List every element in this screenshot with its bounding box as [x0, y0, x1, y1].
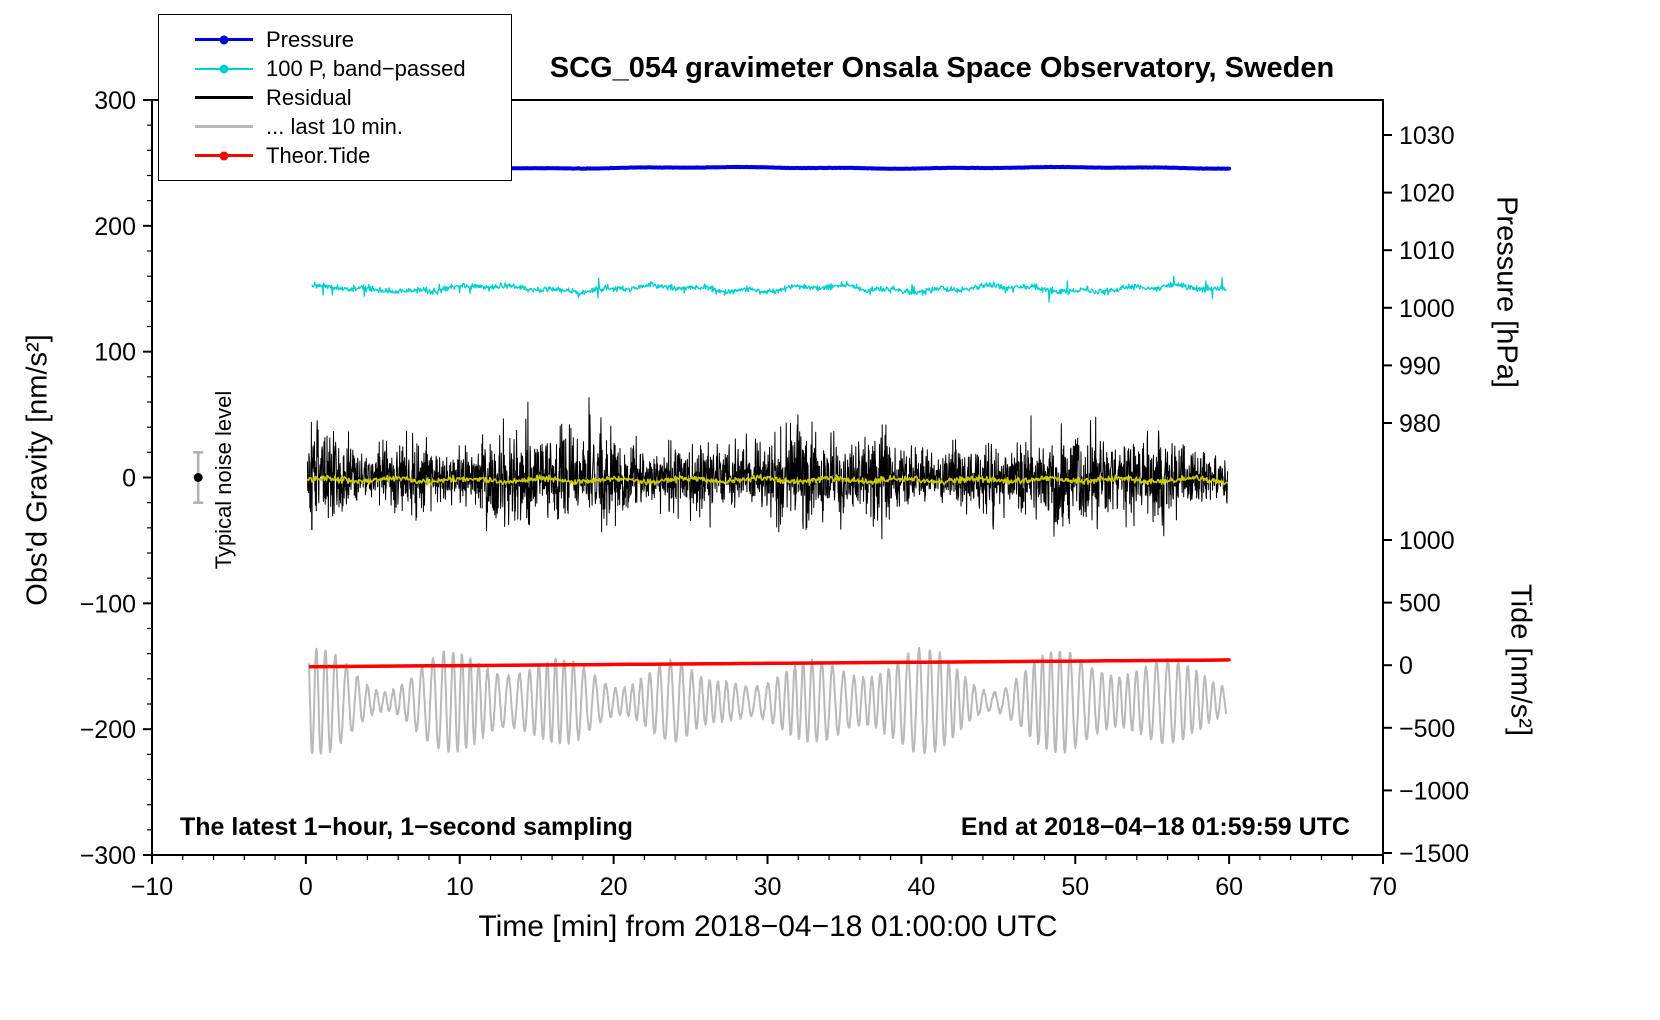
pressure-tick-label: 1030: [1399, 122, 1455, 150]
series-theor-tide: [308, 658, 1231, 669]
x-tick-label: 10: [446, 873, 474, 901]
legend-label: ... last 10 min.: [266, 113, 403, 139]
noise-level-dot: [193, 473, 203, 482]
legend-item-bandpassed-pressure: 100 P, band−passed: [159, 54, 511, 83]
x-tick-label: 40: [907, 873, 935, 901]
chart-title: SCG_054 gravimeter Onsala Space Observat…: [549, 52, 1335, 84]
tide-tick-label: −1000: [1399, 777, 1469, 805]
sampling-note: The latest 1−hour, 1−second sampling: [180, 813, 633, 841]
legend-swatch-last10: [195, 121, 253, 133]
pressure-tick-label: 1020: [1399, 180, 1455, 208]
tide-tick-label: −1500: [1399, 840, 1469, 868]
gravity-tick-label: 0: [122, 465, 136, 493]
legend-item-residual: Residual: [159, 83, 511, 112]
dot-marker-icon: [219, 64, 229, 73]
x-tick-label: 30: [754, 873, 782, 901]
x-tick-label: 0: [299, 873, 313, 901]
y-axis-label-tide: Tide [nm/s²]: [1504, 583, 1537, 737]
legend-item-theor-tide: Theor.Tide: [159, 141, 511, 170]
x-tick-label: 60: [1215, 873, 1243, 901]
tide-tick-label: 0: [1399, 652, 1413, 680]
pressure-tick-label: 990: [1399, 352, 1441, 380]
x-tick-label: 50: [1061, 873, 1089, 901]
y-axis-label-gravity: Obs'd Gravity [nm/s²]: [21, 334, 54, 606]
series-group: [303, 164, 1232, 755]
legend-item-last-10-min: ... last 10 min.: [159, 112, 511, 141]
series-pressure-bandpassed: [311, 275, 1227, 303]
series-residual-smoothed: [306, 473, 1229, 486]
gravity-tick-label: −200: [80, 716, 136, 744]
legend-item-pressure: Pressure: [159, 25, 511, 54]
legend-swatch-bandpassed: [195, 63, 253, 75]
legend-label: Pressure: [266, 26, 355, 52]
legend-label: Residual: [266, 84, 352, 110]
y-axis-label-pressure: Pressure [hPa]: [1490, 196, 1523, 388]
noise-level-label: Typical noise level: [211, 390, 236, 570]
tide-tick-label: 1000: [1399, 527, 1455, 555]
noise-level-marker: [193, 451, 204, 504]
x-tick-label: −10: [131, 873, 173, 901]
legend-swatch-tide: [195, 150, 253, 162]
line-sample-icon: [195, 125, 253, 128]
pressure-tick-label: 980: [1399, 410, 1441, 438]
dot-marker-icon: [219, 151, 229, 160]
gravity-tick-label: 200: [94, 213, 136, 241]
legend: Pressure 100 P, band−passed Residual ...…: [158, 14, 512, 181]
tide-tick-label: 500: [1399, 590, 1441, 618]
gravity-tick-label: 100: [94, 339, 136, 367]
gravity-tick-label: −300: [80, 842, 136, 870]
legend-label: 100 P, band−passed: [266, 55, 466, 81]
x-tick-label: 70: [1369, 873, 1397, 901]
gravity-tick-label: 300: [94, 87, 136, 115]
end-time-note: End at 2018−04−18 01:59:59 UTC: [960, 813, 1350, 841]
gravity-tick-label: −100: [80, 590, 136, 618]
legend-label: Theor.Tide: [266, 142, 371, 168]
pressure-tick-label: 1010: [1399, 237, 1455, 265]
legend-swatch-residual: [195, 92, 253, 104]
line-sample-icon: [195, 96, 253, 99]
axis-tick-labels: −10 0 10 20 30 40 50 60 703002001000−100−200−300…: [80, 87, 1470, 901]
x-axis-label: Time [min] from 2018−04−18 01:00:00 UTC: [478, 910, 1058, 943]
pressure-tick-label: 1000: [1399, 295, 1455, 323]
dot-marker-icon: [219, 35, 229, 44]
legend-swatch-pressure: [195, 34, 253, 46]
series-residual-last10: [308, 646, 1227, 755]
tide-tick-label: −500: [1399, 715, 1455, 743]
series-residual: [306, 397, 1229, 540]
axis-ticks: [143, 99, 1392, 864]
x-tick-label: 20: [600, 873, 628, 901]
